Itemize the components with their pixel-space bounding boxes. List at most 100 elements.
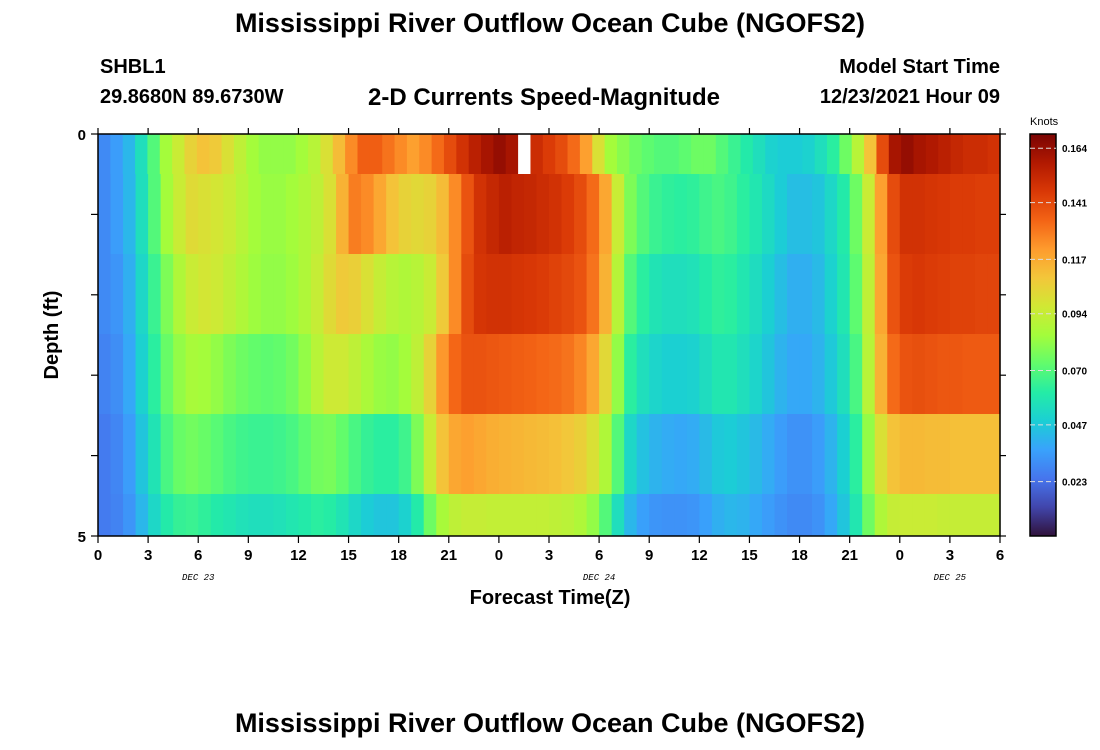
heatmap-cell — [123, 254, 137, 334]
heatmap-cell — [736, 334, 751, 414]
heatmap-cell — [728, 134, 742, 174]
heatmap-cell — [851, 134, 865, 174]
heatmap-cell — [411, 414, 425, 494]
heatmap-cell — [323, 174, 337, 254]
heatmap-cell — [629, 134, 643, 174]
heatmap-cell — [369, 134, 383, 174]
heatmap-cell — [320, 134, 334, 174]
heatmap-cell — [448, 254, 462, 334]
heatmap-cell — [373, 254, 387, 334]
x-tick-label: 3 — [545, 547, 553, 564]
heatmap-cell — [398, 254, 412, 334]
heatmap-cell — [761, 334, 776, 414]
heatmap-cell — [493, 134, 507, 174]
heatmap-cell — [98, 334, 112, 414]
heatmap-cell — [98, 494, 112, 536]
heatmap-cell — [235, 334, 249, 414]
heatmap-cell — [674, 494, 688, 536]
heatmap-cell — [185, 414, 199, 494]
heatmap-cell — [912, 174, 926, 254]
heatmap-cell — [924, 494, 938, 536]
heatmap-cell — [611, 414, 625, 494]
heatmap-cell — [837, 414, 851, 494]
heatmap-cell — [724, 414, 738, 494]
heatmap-cell — [661, 254, 675, 334]
heatmap-cell — [899, 254, 913, 334]
heatmap-cell — [787, 334, 801, 414]
heatmap-cell — [912, 254, 926, 334]
x-tick-label: 15 — [741, 547, 758, 564]
heatmap-cell — [574, 414, 588, 494]
heatmap-cell — [223, 334, 237, 414]
x-tick-label: 6 — [194, 547, 202, 564]
heatmap-cell — [210, 254, 224, 334]
heatmap-cell — [298, 334, 312, 414]
chart-subtitle: 2-D Currents Speed-Magnitude — [368, 84, 721, 111]
heatmap-cell — [579, 134, 593, 174]
heatmap-cell — [310, 334, 325, 414]
heatmap-cell — [703, 134, 717, 174]
heatmap-cell — [147, 134, 161, 174]
heatmap-cell — [386, 414, 400, 494]
heatmap-cell — [874, 254, 888, 334]
heatmap-cell — [824, 174, 838, 254]
heatmap-cell — [949, 494, 964, 536]
heatmap-cell — [674, 254, 688, 334]
heatmap-cell — [949, 174, 964, 254]
heatmap-cell — [148, 494, 162, 536]
heatmap-cell — [666, 134, 680, 174]
heatmap-cell — [699, 254, 713, 334]
x-tick-label: 15 — [340, 547, 357, 564]
heatmap-cell — [636, 334, 650, 414]
heatmap-cell — [135, 494, 149, 536]
heatmap-cell — [348, 414, 362, 494]
heatmap-cell — [949, 334, 964, 414]
heatmap-cell — [198, 494, 212, 536]
heatmap-cell — [962, 494, 976, 536]
heatmap-cell — [542, 134, 556, 174]
heatmap-cell — [210, 174, 224, 254]
heatmap-cell — [135, 414, 149, 494]
heatmap-cell — [814, 134, 828, 174]
heatmap-cell — [461, 494, 475, 536]
heatmap-cell — [724, 494, 738, 536]
heatmap-cell — [248, 414, 262, 494]
heatmap-cell — [975, 134, 989, 174]
heatmap-cell — [361, 174, 375, 254]
heatmap-cell — [937, 334, 951, 414]
date-label: DEC 24 — [583, 573, 615, 583]
heatmap-cell — [974, 414, 989, 494]
heatmap-cell — [699, 494, 713, 536]
heatmap-cell — [987, 134, 1001, 174]
x-tick-label: 18 — [791, 547, 808, 564]
heatmap-cell — [273, 174, 287, 254]
heatmap-cell — [448, 334, 462, 414]
heatmap-cell — [486, 334, 500, 414]
heatmap-cell — [235, 494, 249, 536]
heatmap-cell — [110, 254, 124, 334]
colorbar-tick-label: 0.117 — [1062, 255, 1087, 266]
heatmap-cell — [308, 134, 322, 174]
heatmap-cell — [160, 174, 174, 254]
colorbar: Knots 0.164 0.141 0.117 0.094 0.070 0.047 0.02… — [1029, 116, 1087, 537]
heatmap-cell — [361, 414, 375, 494]
heatmap-cell — [361, 254, 375, 334]
heatmap-cell — [586, 414, 600, 494]
heatmap-cell — [461, 334, 475, 414]
heatmap-cell — [812, 494, 826, 536]
heatmap-cell — [749, 494, 763, 536]
heatmap-cell — [824, 334, 838, 414]
heatmap-cell — [536, 174, 550, 254]
heatmap-cell — [849, 494, 863, 536]
heatmap-cell — [862, 334, 876, 414]
heatmap-cell — [586, 174, 600, 254]
x-tick-label: 12 — [290, 547, 307, 564]
heatmap-cell — [874, 334, 888, 414]
heatmap-cell — [373, 494, 387, 536]
heatmap-cell — [273, 254, 287, 334]
heatmap-cell — [724, 334, 738, 414]
heatmap-cell — [423, 494, 437, 536]
heatmap-cell — [536, 414, 550, 494]
heatmap-cell — [505, 134, 519, 174]
heatmap-cell — [937, 414, 951, 494]
